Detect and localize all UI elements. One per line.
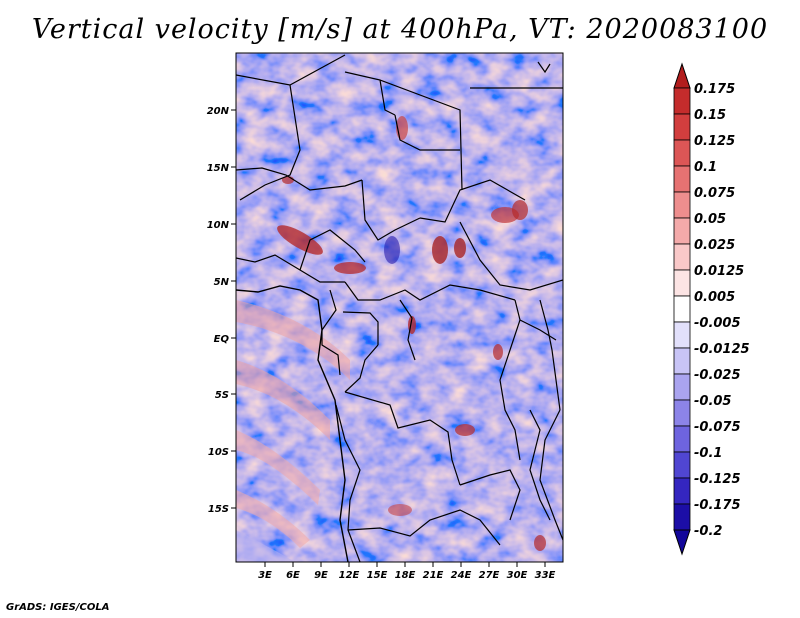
colorbar-bin <box>673 243 691 271</box>
colorbar-label: -0.2 <box>694 524 722 539</box>
x-tick-label: 12E <box>339 570 360 581</box>
colorbar-bin <box>673 191 691 219</box>
colorbar: 0.175 0.15 0.125 0.1 0.075 0.05 0.025 0.0125 0.0… <box>673 62 750 556</box>
colorbar-label: 0.1 <box>694 160 717 175</box>
colorbar-bin <box>673 321 691 349</box>
x-tick-label: 6E <box>286 570 300 581</box>
x-tick-label: 33E <box>535 570 556 581</box>
colorbar-bin <box>673 347 691 375</box>
x-tick-label: 30E <box>507 570 528 581</box>
country-borders <box>236 54 563 562</box>
y-tick-label: 15S <box>208 504 229 515</box>
colorbar-bin <box>673 217 691 245</box>
colorbar-bin <box>673 139 691 167</box>
y-tick-label: 10N <box>207 220 230 231</box>
x-tick-label: 24E <box>451 570 472 581</box>
colorbar-label: 0.0125 <box>694 264 744 279</box>
colorbar-bin <box>673 113 691 141</box>
colorbar-bin <box>673 477 691 505</box>
colorbar-bin <box>673 165 691 193</box>
colorbar-label: -0.1 <box>694 446 722 461</box>
colorbar-bin <box>673 451 691 479</box>
velocity-field <box>236 53 563 562</box>
colorbar-bin <box>673 373 691 401</box>
map-frame <box>235 52 564 563</box>
x-tick-label: 15E <box>367 570 388 581</box>
x-tick-label: 27E <box>479 570 500 581</box>
y-tick-label: 5S <box>215 390 229 401</box>
colorbar-bin <box>673 87 691 115</box>
colorbar-label: -0.125 <box>694 472 741 487</box>
colorbar-bin <box>673 425 691 453</box>
y-tick-label: 10S <box>208 447 229 458</box>
colorbar-label: 0.125 <box>694 134 735 149</box>
colorbar-bottom-arrow <box>673 529 691 556</box>
colorbar-label: 0.075 <box>694 186 735 201</box>
colorbar-label: -0.025 <box>694 368 741 383</box>
ocean-bands <box>236 300 350 562</box>
colorbar-bin <box>673 295 691 323</box>
y-tick-label: EQ <box>214 334 230 345</box>
x-tick-label: 3E <box>258 570 272 581</box>
y-axis: 20N 15N 10N 5N EQ 5S 10S 15S <box>207 106 236 515</box>
x-axis: 3E 6E 9E 12E 15E 18E 21E 24E 27E 30E 33E <box>258 562 556 581</box>
colorbar-label: -0.0125 <box>694 342 750 357</box>
y-tick-label: 20N <box>207 106 230 117</box>
x-tick-label: 18E <box>395 570 416 581</box>
colorbar-bin <box>673 269 691 297</box>
colorbar-label: -0.05 <box>694 394 731 409</box>
colorbar-label: 0.175 <box>694 82 735 97</box>
colorbar-bin <box>673 503 691 531</box>
y-tick-label: 15N <box>207 163 230 174</box>
colorbar-label: 0.005 <box>694 290 735 305</box>
credit-label: GrADS: IGES/COLA <box>6 602 110 613</box>
colorbar-label: -0.075 <box>694 420 741 435</box>
colorbar-bin <box>673 399 691 427</box>
colorbar-label: -0.005 <box>694 316 741 331</box>
colorbar-label: -0.175 <box>694 498 741 513</box>
colorbar-top-arrow <box>673 62 691 89</box>
colorbar-label: 0.15 <box>694 108 726 123</box>
y-tick-label: 5N <box>214 277 230 288</box>
colorbar-label: 0.025 <box>694 238 735 253</box>
x-tick-label: 21E <box>423 570 444 581</box>
map-title: Vertical velocity [m/s] at 400hPa, VT: 2… <box>31 14 769 45</box>
colorbar-label: 0.05 <box>694 212 726 227</box>
x-tick-label: 9E <box>314 570 328 581</box>
coastline <box>236 285 349 562</box>
